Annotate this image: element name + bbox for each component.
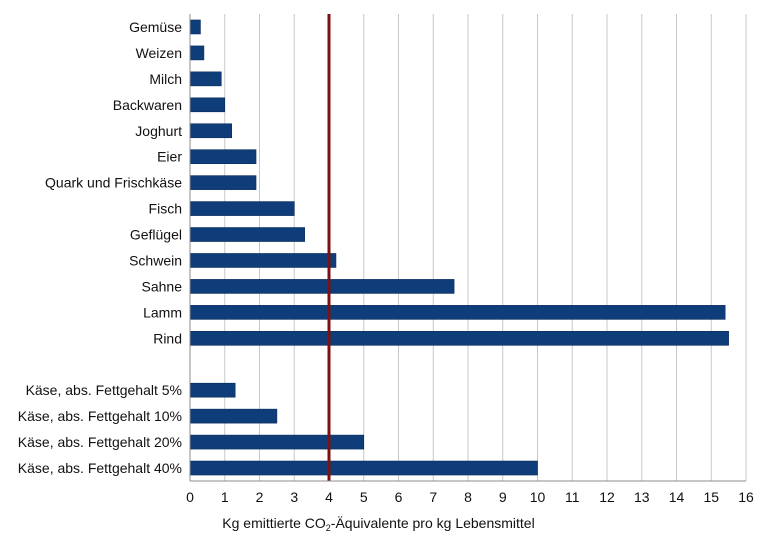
category-label: Rind: [153, 330, 182, 346]
bar: [189, 434, 365, 450]
category-label: Käse, abs. Fettgehalt 40%: [18, 460, 182, 476]
bar: [189, 279, 455, 294]
bar: [189, 331, 729, 346]
bar: [189, 460, 538, 476]
x-tick-label: 14: [669, 489, 685, 505]
bar: [189, 123, 233, 139]
x-tick-label: 5: [360, 489, 368, 505]
category-label: Schwein: [129, 252, 182, 268]
x-axis-title-part2: -Äquivalente pro kg Lebensmittel: [330, 515, 535, 531]
x-tick-label: 11: [565, 489, 580, 505]
x-axis-title-part1: Kg emittierte CO: [222, 515, 326, 531]
x-tick-label: 15: [703, 489, 719, 505]
x-tick-label: 4: [325, 489, 333, 505]
bar: [189, 19, 201, 35]
category-label: Fisch: [149, 201, 182, 217]
category-label: Quark und Frischkäse: [45, 175, 182, 191]
category-label: Käse, abs. Fettgehalt 10%: [18, 408, 182, 424]
category-label: Käse, abs. Fettgehalt 5%: [26, 382, 182, 398]
bar: [189, 201, 295, 216]
bar: [189, 149, 257, 164]
category-label: Backwaren: [113, 97, 182, 113]
bar: [189, 175, 257, 190]
bar: [189, 227, 305, 242]
x-tick-label: 6: [395, 489, 403, 505]
category-label: Milch: [149, 71, 182, 87]
bar: [189, 382, 236, 398]
axes: [189, 14, 746, 482]
x-tick-label: 1: [221, 489, 229, 505]
category-label: Weizen: [136, 45, 182, 61]
bar: [189, 305, 726, 320]
category-label: Sahne: [142, 278, 183, 294]
category-label: Gemüse: [129, 19, 182, 35]
x-axis-title: Kg emittierte CO2-Äquivalente pro kg Leb…: [0, 515, 757, 533]
x-tick-label: 10: [530, 489, 546, 505]
x-tick-label: 8: [464, 489, 472, 505]
bar: [189, 71, 222, 87]
bar: [189, 253, 337, 268]
x-tick-label: 13: [634, 489, 650, 505]
x-tick-label: 0: [186, 489, 194, 505]
x-tick-label: 16: [738, 489, 754, 505]
x-axis-title-subscript: 2: [325, 523, 331, 533]
gridlines: [224, 14, 747, 481]
category-labels: Gemüse Weizen Milch Backwaren Joghurt Eier Qua…: [18, 19, 183, 476]
bar: [189, 97, 226, 113]
x-tick-label: 2: [256, 489, 264, 505]
x-tick-label: 9: [499, 489, 507, 505]
category-label: Lamm: [143, 304, 182, 320]
x-tick-labels: 0 1 2 3 4 5 6 7 8 9 10 11 12 13 14 15 16: [186, 489, 754, 505]
x-tick-label: 3: [290, 489, 298, 505]
x-tick-label: 12: [599, 489, 615, 505]
bars: [189, 19, 729, 476]
bar: [189, 45, 205, 61]
category-label: Geflügel: [130, 227, 182, 243]
category-label: Käse, abs. Fettgehalt 20%: [18, 434, 182, 450]
category-label: Eier: [157, 149, 182, 165]
category-label: Joghurt: [135, 123, 182, 139]
bar: [189, 408, 278, 424]
x-tick-label: 7: [429, 489, 437, 505]
